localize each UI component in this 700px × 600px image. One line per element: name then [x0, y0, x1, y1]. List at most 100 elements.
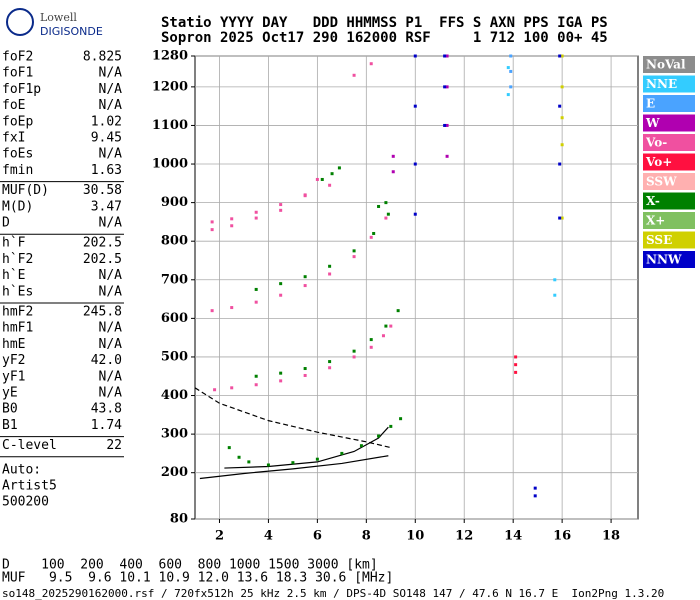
legend-label: SSE	[646, 233, 672, 247]
echo-point	[315, 457, 319, 461]
legend-swatch	[643, 56, 695, 73]
legend-swatch	[643, 95, 695, 112]
y-tick-label: 1280	[152, 49, 188, 64]
echo-point	[381, 334, 385, 338]
echo-point	[210, 228, 214, 232]
param-value: 202.5	[83, 236, 122, 251]
echo-point	[369, 62, 373, 66]
echo-point	[384, 216, 388, 220]
param-name: hmF2	[2, 305, 33, 320]
param-name: C-level	[2, 438, 57, 453]
echo-point	[389, 324, 393, 328]
param-value: 1.74	[91, 418, 122, 433]
legend-swatch	[643, 231, 695, 249]
legend-label: NNW	[646, 253, 682, 267]
param-value: 3.47	[91, 199, 122, 214]
echo-point	[352, 249, 356, 253]
echo-point	[560, 216, 564, 220]
echo-point	[303, 367, 307, 371]
echo-point	[210, 309, 214, 313]
echo-point	[279, 203, 283, 207]
param-name: foF2	[2, 50, 33, 65]
echo-point	[340, 451, 344, 455]
echo-point	[506, 66, 510, 70]
y-tick-label: 1200	[152, 79, 188, 94]
param-value: N/A	[99, 337, 123, 352]
y-tick-label: 900	[161, 195, 188, 210]
legend-swatch	[643, 153, 695, 171]
muf-row: MUF 9.5 9.6 10.1 10.9 12.0 13.6 18.3 30.…	[2, 571, 393, 586]
echo-point	[558, 162, 562, 166]
echo-point	[553, 293, 557, 297]
trace-line	[224, 426, 389, 469]
echo-point	[445, 154, 449, 158]
echo-point	[443, 54, 447, 58]
echo-point	[384, 201, 388, 205]
echo-point	[230, 224, 234, 228]
echo-point	[533, 494, 537, 498]
echo-point	[413, 212, 417, 216]
auto-line: Auto:	[2, 462, 41, 477]
echo-point	[384, 324, 388, 328]
echo-point	[213, 388, 217, 392]
echo-point	[396, 309, 400, 313]
echo-point	[330, 172, 334, 176]
legend-swatch	[643, 134, 695, 151]
echo-point	[328, 183, 332, 187]
echo-point	[506, 93, 510, 97]
x-tick-label: 12	[455, 529, 473, 544]
echo-point	[560, 85, 564, 89]
echo-point	[377, 204, 381, 208]
param-value: 8.825	[83, 50, 122, 65]
y-tick-label: 700	[161, 272, 188, 287]
legend-label: Vo-	[645, 136, 667, 150]
echo-point	[558, 104, 562, 108]
param-name: h`E	[2, 268, 25, 283]
param-name: B1	[2, 418, 18, 433]
param-value: N/A	[99, 386, 123, 401]
echo-point	[369, 235, 373, 239]
param-value: 245.8	[83, 305, 122, 320]
param-name: foEs	[2, 147, 33, 162]
param-value: 30.58	[83, 183, 122, 198]
echo-point	[266, 463, 270, 467]
echo-point	[413, 162, 417, 166]
echo-point	[509, 85, 513, 89]
param-value: 43.8	[91, 402, 122, 417]
param-value: N/A	[99, 98, 123, 113]
param-value: N/A	[99, 268, 123, 283]
auto-line: Artist5	[2, 479, 57, 494]
echo-point	[514, 363, 518, 367]
legend-label: W	[645, 116, 660, 130]
param-value: 22	[106, 438, 122, 453]
echo-point	[254, 287, 258, 291]
echo-point	[303, 275, 307, 279]
echo-point	[443, 85, 447, 89]
param-name: fxI	[2, 131, 25, 146]
echo-point	[352, 349, 356, 353]
legend-label: X-	[646, 194, 660, 208]
param-name: fmin	[2, 163, 33, 178]
d-row: D 100 200 400 600 800 1000 1500 3000 [km…	[2, 558, 378, 573]
legend-swatch	[643, 173, 695, 190]
trace-line	[194, 387, 391, 449]
param-name: yF1	[2, 369, 25, 384]
echo-point	[279, 282, 283, 286]
echo-point	[369, 338, 373, 342]
x-tick-label: 14	[504, 529, 522, 544]
echo-point	[279, 208, 283, 212]
auto-line: 500200	[2, 495, 49, 510]
echo-point	[230, 217, 234, 221]
y-tick-label: 500	[161, 349, 188, 364]
echo-point	[391, 170, 395, 174]
echo-point	[237, 455, 241, 459]
param-name: MUF(D)	[2, 183, 49, 198]
param-name: h`F2	[2, 252, 33, 267]
legend-label: NNE	[646, 77, 677, 91]
logo-top: Lowell	[40, 11, 77, 24]
param-value: 1.02	[91, 114, 122, 129]
y-tick-label: 1100	[152, 118, 188, 133]
param-value: N/A	[99, 147, 123, 162]
legend-swatch	[643, 114, 695, 132]
echo-point	[359, 444, 363, 448]
